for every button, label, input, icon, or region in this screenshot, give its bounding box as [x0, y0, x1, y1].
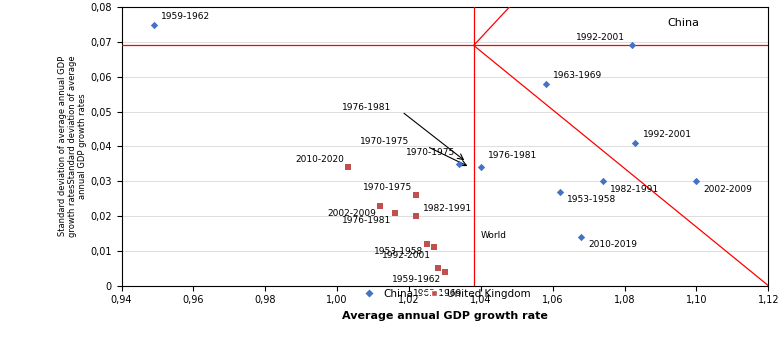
Text: 1959-1962: 1959-1962: [161, 12, 210, 21]
Text: 1992-2001: 1992-2001: [382, 251, 430, 260]
Text: 1970-1975: 1970-1975: [360, 137, 409, 146]
Point: [410, 213, 423, 219]
Text: 1963-1969: 1963-1969: [553, 71, 602, 80]
Text: 1953-1958: 1953-1958: [374, 247, 423, 256]
Text: 1963-1969: 1963-1969: [413, 289, 463, 298]
Point: [554, 189, 566, 195]
Point: [428, 245, 441, 250]
Text: 1976-1981: 1976-1981: [342, 102, 391, 111]
Point: [421, 241, 434, 247]
Point: [575, 234, 588, 240]
Text: 1982-1991: 1982-1991: [610, 185, 659, 193]
Point: [629, 140, 641, 146]
Text: 2010-2020: 2010-2020: [296, 155, 344, 164]
Point: [431, 265, 444, 271]
Point: [439, 269, 452, 275]
Point: [597, 178, 609, 184]
Text: 1992-2001: 1992-2001: [643, 130, 691, 139]
Text: 1992-2001: 1992-2001: [575, 33, 625, 42]
Point: [388, 210, 401, 215]
Text: 2002-2009: 2002-2009: [703, 185, 753, 193]
Point: [690, 178, 702, 184]
Text: 1953-1958: 1953-1958: [567, 195, 616, 204]
Legend: China, United Kingdom: China, United Kingdom: [355, 284, 535, 303]
Point: [453, 161, 466, 167]
Text: 1970-1975: 1970-1975: [363, 183, 412, 192]
Text: 1976-1981: 1976-1981: [342, 216, 391, 225]
Point: [342, 164, 354, 170]
Point: [474, 164, 487, 170]
Point: [410, 192, 423, 198]
Point: [147, 22, 160, 27]
Text: 1959-1962: 1959-1962: [392, 275, 441, 284]
Text: 1982-1991: 1982-1991: [423, 203, 473, 212]
Point: [539, 81, 552, 86]
Text: China: China: [668, 17, 699, 27]
Text: 1976-1981: 1976-1981: [488, 151, 537, 160]
Point: [374, 203, 387, 208]
Text: World: World: [481, 231, 506, 240]
Y-axis label: Standard deviation of average annual GDP
growth ratesStandard deviation of avera: Standard deviation of average annual GDP…: [57, 56, 87, 237]
Text: 2002-2009: 2002-2009: [328, 209, 376, 218]
Text: 2010-2019: 2010-2019: [589, 240, 637, 249]
X-axis label: Average annual GDP growth rate: Average annual GDP growth rate: [342, 311, 548, 321]
Text: 1970-1975: 1970-1975: [406, 148, 456, 157]
Point: [626, 42, 638, 48]
